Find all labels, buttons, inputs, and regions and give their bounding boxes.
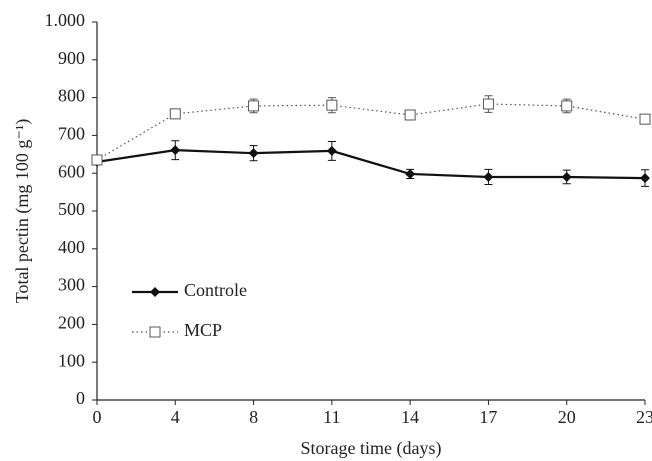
y-tick-label: 100 bbox=[58, 350, 85, 370]
y-tick-label: 400 bbox=[58, 237, 85, 257]
point bbox=[405, 168, 416, 179]
x-tick-label: 14 bbox=[401, 407, 419, 427]
series-line bbox=[96, 103, 646, 161]
point bbox=[170, 145, 181, 156]
x-axis-title: Storage time (days) bbox=[301, 438, 442, 459]
y-tick-label: 0 bbox=[76, 388, 85, 408]
x-tick-label: 23 bbox=[636, 407, 652, 427]
x-tick-label: 0 bbox=[93, 407, 102, 427]
y-tick-label: 700 bbox=[58, 124, 85, 144]
x-tick-label: 8 bbox=[249, 407, 258, 427]
y-tick-label: 500 bbox=[58, 199, 85, 219]
point bbox=[483, 171, 494, 182]
point bbox=[404, 109, 416, 121]
legend-marker bbox=[150, 287, 160, 297]
point bbox=[248, 100, 260, 112]
legend-label: MCP bbox=[184, 320, 222, 340]
point bbox=[91, 154, 103, 166]
point bbox=[561, 171, 572, 182]
x-tick-label: 17 bbox=[479, 407, 497, 427]
point bbox=[482, 98, 494, 110]
y-tick-label: 200 bbox=[58, 313, 85, 333]
y-tick-label: 600 bbox=[58, 161, 85, 181]
point bbox=[326, 145, 337, 156]
series-line bbox=[96, 149, 646, 180]
legend-label: Controle bbox=[184, 280, 247, 300]
x-tick-label: 11 bbox=[323, 407, 340, 427]
point bbox=[561, 100, 573, 112]
point bbox=[326, 99, 338, 111]
x-tick-label: 4 bbox=[171, 407, 180, 427]
point bbox=[169, 108, 181, 120]
y-tick-label: 800 bbox=[58, 86, 85, 106]
y-tick-label: 1.000 bbox=[45, 10, 86, 30]
legend-marker bbox=[149, 326, 161, 338]
y-axis-title: Total pectin (mg 100 g⁻¹) bbox=[12, 119, 33, 304]
x-tick-label: 20 bbox=[558, 407, 576, 427]
point bbox=[639, 113, 651, 125]
point bbox=[248, 148, 259, 159]
y-tick-label: 900 bbox=[58, 48, 85, 68]
y-tick-label: 300 bbox=[58, 275, 85, 295]
point bbox=[640, 173, 650, 184]
